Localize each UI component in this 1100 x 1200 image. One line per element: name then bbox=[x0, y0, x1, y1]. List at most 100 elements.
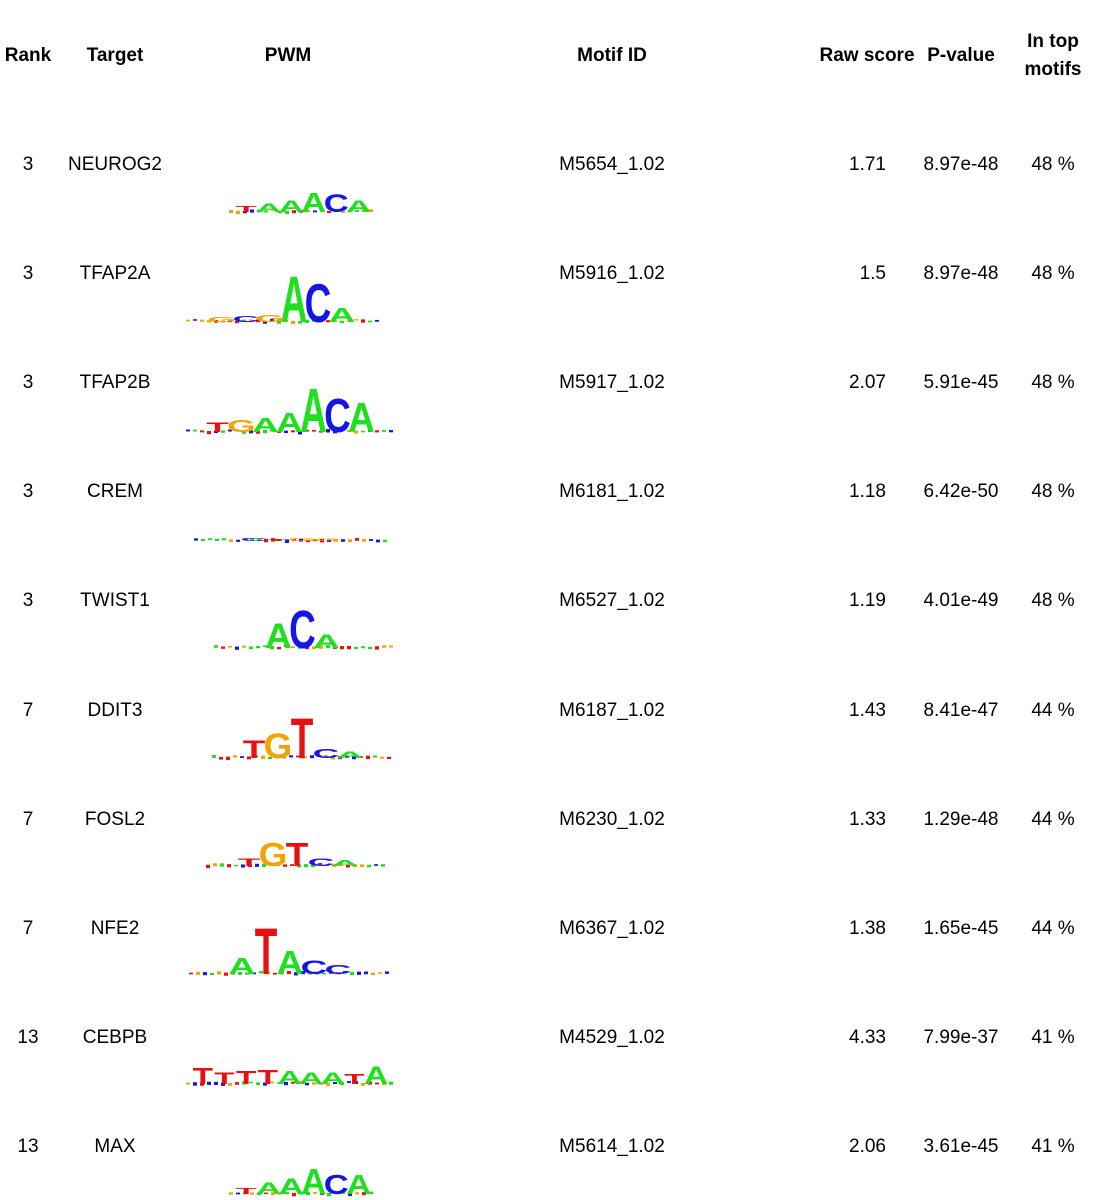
pwm-noise-mark bbox=[193, 319, 197, 321]
pwm-noise-mark bbox=[333, 1082, 337, 1085]
pwm-noise-mark bbox=[385, 971, 389, 974]
raw-score-cell: 2.07 bbox=[849, 372, 886, 393]
p-value-cell: 5.91e-45 bbox=[923, 372, 999, 393]
pwm-noise-mark bbox=[270, 1081, 274, 1084]
pwm-noise-mark bbox=[242, 319, 246, 322]
pwm-noise-mark bbox=[333, 430, 337, 434]
pwm-noise-mark bbox=[298, 1081, 302, 1084]
pwm-noise-mark bbox=[242, 430, 246, 434]
pwm-noise-mark bbox=[284, 1081, 288, 1086]
pwm-noise-mark bbox=[249, 430, 253, 434]
pwm-noise-mark bbox=[347, 429, 351, 432]
raw-score-cell: 1.33 bbox=[849, 809, 886, 830]
pwm-noise-mark bbox=[252, 972, 256, 975]
pwm-noise-mark bbox=[382, 645, 386, 648]
pwm-letter-a: A bbox=[276, 407, 303, 436]
pwm-noise-mark bbox=[326, 645, 330, 648]
pwm-noise-mark bbox=[318, 863, 322, 866]
pwm-noise-mark bbox=[368, 1081, 372, 1085]
pwm-noise-mark bbox=[221, 646, 225, 649]
raw-score-cell: 1.5 bbox=[859, 263, 886, 284]
pwm-noise-mark bbox=[245, 972, 249, 975]
pwm-letter-a: A bbox=[301, 1162, 326, 1198]
pwm-noise-mark bbox=[255, 863, 259, 867]
pwm-noise-mark bbox=[236, 210, 240, 215]
pwm-noise-mark bbox=[189, 972, 193, 975]
pwm-noise-mark bbox=[249, 319, 253, 323]
pwm-noise-mark bbox=[327, 539, 331, 542]
pwm-noise-mark bbox=[296, 755, 300, 758]
pwm-noise-mark bbox=[273, 972, 277, 975]
pwm-noise-mark bbox=[278, 539, 282, 542]
pwm-noise-mark bbox=[361, 646, 365, 649]
pwm-noise-mark bbox=[371, 972, 375, 976]
pwm-noise-mark bbox=[270, 319, 274, 321]
motif-id-cell: M6527_1.02 bbox=[559, 590, 665, 611]
pwm-noise-mark bbox=[326, 429, 330, 433]
pwm-noise-mark bbox=[347, 1081, 351, 1084]
pwm-letter-t: T bbox=[214, 1069, 234, 1088]
pwm-noise-mark bbox=[320, 539, 324, 543]
pwm-noise-mark bbox=[306, 1191, 310, 1196]
target-cell: CREM bbox=[87, 481, 143, 502]
pwm-noise-mark bbox=[334, 538, 338, 542]
pwm-noise-mark bbox=[235, 320, 239, 324]
pwm-noise-mark bbox=[367, 864, 371, 868]
pwm-noise-mark bbox=[346, 864, 350, 868]
pwm-letter-a: A bbox=[277, 1067, 301, 1088]
header-p-value: P-value bbox=[927, 45, 995, 66]
pwm-letter-g: G bbox=[256, 312, 285, 324]
pwm-noise-mark bbox=[347, 320, 351, 323]
pwm-letter-a: A bbox=[256, 202, 281, 215]
pwm-letter-c: C bbox=[305, 273, 332, 326]
pwm-noise-mark bbox=[313, 210, 317, 213]
pwm-noise-mark bbox=[373, 755, 377, 758]
pwm-noise-mark bbox=[380, 756, 384, 759]
pwm-noise-mark bbox=[355, 538, 359, 541]
pwm-noise-mark bbox=[285, 1192, 289, 1195]
pwm-letter-g: G bbox=[208, 316, 237, 324]
pwm-noise-mark bbox=[312, 646, 316, 650]
pwm-noise-mark bbox=[228, 429, 232, 432]
pwm-noise-mark bbox=[240, 756, 244, 758]
rank-cell: 7 bbox=[22, 700, 34, 721]
pwm-noise-mark bbox=[234, 864, 238, 867]
pwm-noise-mark bbox=[289, 755, 293, 758]
pwm-noise-mark bbox=[292, 1192, 296, 1197]
pwm-noise-mark bbox=[317, 755, 321, 757]
pwm-letter-a: A bbox=[321, 1069, 345, 1088]
pwm-noise-mark bbox=[360, 864, 364, 868]
pwm-letter-c: C bbox=[324, 1169, 349, 1198]
p-value-cell: 8.97e-48 bbox=[923, 263, 999, 284]
pwm-noise-mark bbox=[294, 972, 298, 976]
pwm-noise-mark bbox=[299, 210, 303, 213]
pwm-noise-mark bbox=[359, 756, 363, 758]
pwm-noise-mark bbox=[220, 863, 224, 867]
target-cell: TFAP2A bbox=[79, 263, 151, 284]
pwm-noise-mark bbox=[249, 646, 253, 650]
pwm-noise-mark bbox=[228, 1082, 232, 1086]
pwm-noise-mark bbox=[331, 756, 335, 760]
pwm-noise-mark bbox=[345, 755, 349, 758]
pwm-noise-mark bbox=[257, 538, 261, 542]
pwm-noise-mark bbox=[266, 971, 270, 975]
pwm-letter-g: G bbox=[312, 538, 341, 542]
pwm-noise-mark bbox=[361, 1082, 365, 1086]
motif-id-cell: M6181_1.02 bbox=[559, 481, 665, 502]
pwm-noise-mark bbox=[235, 1082, 239, 1085]
pwm-noise-mark bbox=[319, 430, 323, 433]
p-value-cell: 7.99e-37 bbox=[923, 1027, 999, 1048]
pwm-noise-mark bbox=[352, 755, 356, 760]
pwm-noise-mark bbox=[298, 646, 302, 649]
pwm-noise-mark bbox=[256, 1082, 260, 1085]
pwm-noise-mark bbox=[315, 972, 319, 975]
in-top-cell: 48 % bbox=[1031, 154, 1075, 175]
header-pwm: PWM bbox=[264, 45, 312, 66]
pwm-noise-mark bbox=[341, 539, 345, 542]
pwm-noise-mark bbox=[334, 1191, 338, 1194]
pwm-noise-mark bbox=[320, 1192, 324, 1195]
pwm-letter-a: A bbox=[277, 945, 304, 978]
pwm-letter-a: A bbox=[346, 197, 371, 216]
